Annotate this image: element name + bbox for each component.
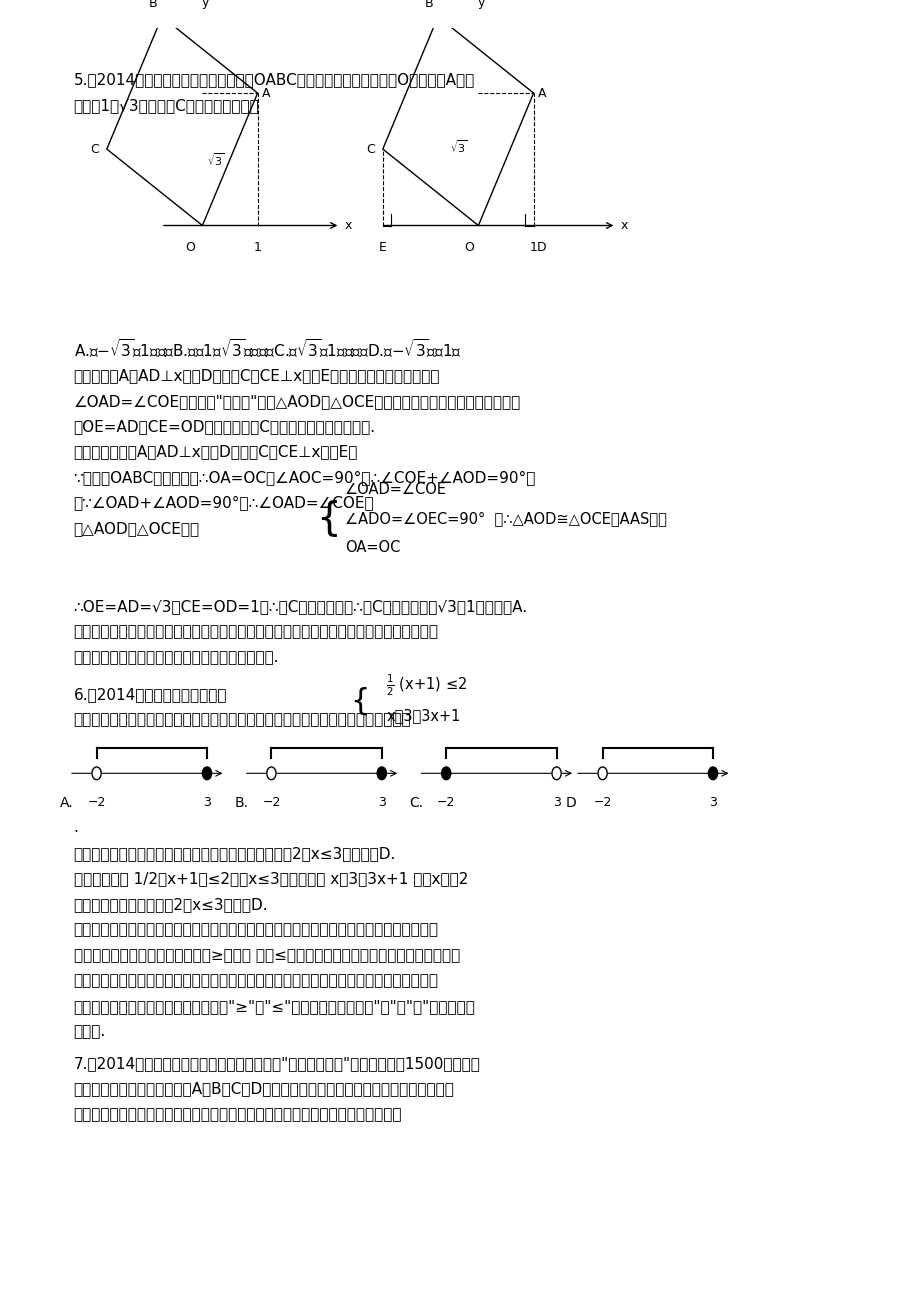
Text: 又∵∠OAD+∠AOD=90°，∴∠OAD=∠COE，: 又∵∠OAD+∠AOD=90°，∴∠OAD=∠COE，: [74, 496, 374, 510]
Circle shape: [441, 767, 450, 780]
Text: 分析：过点A作AD⊥x轴于D，过点C作CE⊥x轴于E，根据同角的余角相等求出: 分析：过点A作AD⊥x轴于D，过点C作CE⊥x轴于E，根据同角的余角相等求出: [74, 368, 439, 383]
Text: 解集．有几个就要几个．在表示解集时"≥"，"≤"要用实心圆点表示；"＜"，"＞"要用空心圆: 解集．有几个就要几个．在表示解集时"≥"，"≤"要用实心圆点表示；"＜"，"＞"…: [74, 999, 475, 1014]
Text: O: O: [185, 241, 195, 254]
Text: 3: 3: [203, 797, 210, 810]
Text: 如果数轴的某一段上面表示解集的线的条数与不等式的个数一样，那么这段就是不等式组的: 如果数轴的某一段上面表示解集的线的条数与不等式的个数一样，那么这段就是不等式组的: [74, 974, 438, 988]
Text: C: C: [91, 142, 99, 155]
Text: x: x: [345, 219, 352, 232]
Text: 6.（2014年江苏南充）不等式组: 6.（2014年江苏南充）不等式组: [74, 686, 227, 702]
Text: 点评　　本题考查了全等三角形的判定与性质，正方形的性质，坐标与图形性质，作辅助线: 点评 本题考查了全等三角形的判定与性质，正方形的性质，坐标与图形性质，作辅助线: [74, 624, 438, 639]
Circle shape: [202, 767, 211, 780]
Text: 1: 1: [529, 241, 537, 254]
Text: 3: 3: [709, 797, 716, 810]
Text: 3: 3: [378, 797, 385, 810]
Text: B: B: [149, 0, 157, 10]
Text: 构造出全等三角形是解题的关键，也是本题的难点.: 构造出全等三角形是解题的关键，也是本题的难点.: [74, 650, 279, 665]
Text: $\sqrt{3}$: $\sqrt{3}$: [449, 138, 467, 155]
Text: 1: 1: [254, 241, 261, 254]
Text: A: A: [262, 87, 270, 100]
Text: 点表示.: 点表示.: [74, 1025, 106, 1039]
Text: 的解集在数轴上表示正确的是（　　）: 的解集在数轴上表示正确的是（ ）: [74, 712, 411, 727]
Text: ∴OE=AD=√3，CE=OD=1，∴点C在第二象限，∴点C的坐标为（－√3，1）．故选A.: ∴OE=AD=√3，CE=OD=1，∴点C在第二象限，∴点C的坐标为（－√3，1…: [74, 599, 528, 613]
Text: −2: −2: [593, 797, 611, 810]
Text: O: O: [463, 241, 473, 254]
Text: x: x: [620, 219, 628, 232]
Circle shape: [267, 767, 276, 780]
Text: A: A: [538, 87, 546, 100]
Text: 所以不等式组的解集为－2＜x≤3．故选D.: 所以不等式组的解集为－2＜x≤3．故选D.: [74, 897, 268, 911]
Text: −2: −2: [87, 797, 106, 810]
Text: 5.（2014年江苏南充）如图，将正方形OABC放在平面直角坐标系中，O是原点，A的坐: 5.（2014年江苏南充）如图，将正方形OABC放在平面直角坐标系中，O是原点，…: [74, 73, 474, 87]
Text: 在△AOD和△OCE中，: 在△AOD和△OCE中，: [74, 521, 199, 536]
Text: 标为（1，√3），则点C的坐标为（　　）: 标为（1，√3），则点C的坐标为（ ）: [74, 98, 259, 113]
Text: 分析：　　根据不等式的基本性质解不等式得解集为－2＜x≤3，所以选D.: 分析： 根据不等式的基本性质解不等式得解集为－2＜x≤3，所以选D.: [74, 846, 395, 861]
Text: 点评：考查了在数轴上表示不等式的解集，不等式组解集在数轴上的表示方法：把每个不等: 点评：考查了在数轴上表示不等式的解集，不等式组解集在数轴上的表示方法：把每个不等: [74, 922, 438, 937]
Text: C.: C.: [409, 797, 423, 810]
Text: ∠ADO=∠OEC=90°  ，∴△AOD≅△OCE（AAS），: ∠ADO=∠OEC=90° ，∴△AOD≅△OCE（AAS），: [345, 510, 666, 526]
Text: $\sqrt{3}$: $\sqrt{3}$: [207, 151, 224, 168]
Circle shape: [597, 767, 607, 780]
Text: A.（$-\sqrt{3}$，1）　　B.（－1，$\sqrt{3}$）　　　C.（$\sqrt{3}$，1）　　　D.（$-\sqrt{3}$，－1）: A.（$-\sqrt{3}$，1） B.（－1，$\sqrt{3}$） C.（$…: [74, 337, 460, 361]
Text: B.: B.: [234, 797, 248, 810]
Text: ∠OAD=∠COE: ∠OAD=∠COE: [345, 482, 447, 496]
Text: 3: 3: [552, 797, 560, 810]
Text: 解：如图，过点A作AD⊥x轴于D，过点C作CE⊥x轴于E，: 解：如图，过点A作AD⊥x轴于D，过点C作CE⊥x轴于E，: [74, 444, 357, 460]
Text: OA=OC: OA=OC: [345, 540, 400, 556]
Text: −2: −2: [262, 797, 280, 810]
Text: .: .: [74, 820, 78, 836]
Text: −2: −2: [437, 797, 455, 810]
Text: C: C: [367, 142, 375, 155]
Text: A.: A.: [60, 797, 74, 810]
Text: {: {: [350, 686, 369, 715]
Text: ∠OAD=∠COE，再利用"角角边"证明△AOD和△OCE全等，根据全等三角形对应边相等可: ∠OAD=∠COE，再利用"角角边"证明△AOD和△OCE全等，根据全等三角形对…: [74, 393, 520, 409]
Circle shape: [708, 767, 717, 780]
Text: B: B: [425, 0, 433, 10]
Text: $\frac{1}{2}$ (x+1) ≤2: $\frac{1}{2}$ (x+1) ≤2: [386, 673, 467, 698]
Text: 绘制成如图两幅不完整的统计图表，根据图表信息，以下说法不正确的是（　　）: 绘制成如图两幅不完整的统计图表，根据图表信息，以下说法不正确的是（ ）: [74, 1107, 402, 1122]
Text: E: E: [379, 241, 386, 254]
Text: 解：解不等式 1/2（x+1）≤2得：x≤3．解不等式 x－3＜3x+1 得：x＞－2: 解：解不等式 1/2（x+1）≤2得：x≤3．解不等式 x－3＜3x+1 得：x…: [74, 871, 468, 887]
Text: y: y: [201, 0, 209, 9]
Circle shape: [92, 767, 101, 780]
Text: x－3＜3x+1: x－3＜3x+1: [386, 708, 460, 724]
Text: D: D: [536, 241, 545, 254]
Text: ∵四边形OABC是正方形，∴OA=OC，∠AOC=90°，∴∠COE+∠AOD=90°，: ∵四边形OABC是正方形，∴OA=OC，∠AOC=90°，∴∠COE+∠AOD=…: [74, 470, 536, 486]
Text: 7.（2014年江苏南充）为积极响应南充市创建"全国卫生城市"的号召，某校1500名学生参: 7.（2014年江苏南充）为积极响应南充市创建"全国卫生城市"的号召，某校150…: [74, 1056, 480, 1072]
Circle shape: [377, 767, 386, 780]
Text: 得OE=AD，CE=OD，然后根据点C在第二象限写出坐标即可.: 得OE=AD，CE=OD，然后根据点C在第二象限写出坐标即可.: [74, 419, 375, 434]
Circle shape: [551, 767, 561, 780]
Text: y: y: [477, 0, 484, 9]
Text: 加了卫生知识竞赛，成绩记为A、B、C、D四等．从中随机抽取了部分学生成绩进行统计，: 加了卫生知识竞赛，成绩记为A、B、C、D四等．从中随机抽取了部分学生成绩进行统计…: [74, 1082, 454, 1096]
Text: 式的解集在数轴上表示出来（＞，≥向右画 ＜，≤向左画），数轴上的点把数轴分成若干段，: 式的解集在数轴上表示出来（＞，≥向右画 ＜，≤向左画），数轴上的点把数轴分成若干…: [74, 948, 459, 963]
Text: {: {: [315, 500, 340, 538]
Text: D: D: [565, 797, 576, 810]
